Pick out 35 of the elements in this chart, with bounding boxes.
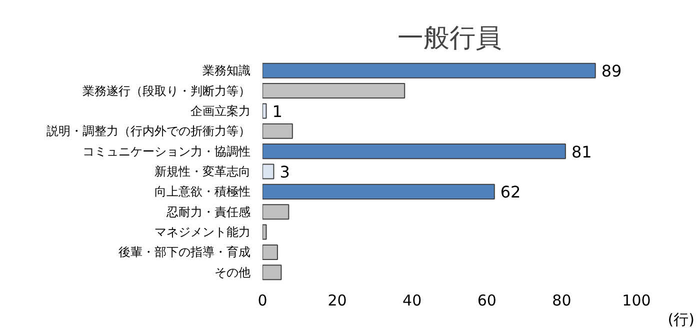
y-tick-label: 忍耐力・責任感 [166, 204, 250, 219]
bar [262, 164, 274, 180]
y-tick-label: コミュニケーション力・協調性 [82, 144, 250, 158]
bar [262, 123, 293, 139]
data-label: 62 [500, 182, 521, 202]
x-tick-label: 20 [328, 292, 347, 310]
data-label: 81 [571, 142, 592, 162]
y-tick-label: その他 [214, 265, 250, 280]
y-tick-label: 企画立案力 [190, 104, 250, 118]
data-label: 3 [280, 162, 290, 182]
y-tick-label: 業務遂行（段取り・判断力等） [82, 84, 250, 98]
y-tick-label: 新規性・変革志向 [154, 164, 250, 178]
bar [262, 144, 566, 160]
chart-title: 一般行員 [398, 24, 502, 54]
x-tick-label: 80 [552, 292, 572, 310]
x-tick-label: 0 [258, 292, 268, 310]
data-label: 89 [601, 62, 622, 81]
x-axis-title: (行) [668, 310, 695, 328]
bar [262, 103, 267, 119]
y-tick-label: 向上意欲・積極性 [154, 184, 250, 199]
x-tick-label: 100 [622, 292, 651, 310]
x-tick-label: 40 [402, 292, 422, 310]
y-tick-label: 説明・調整力（行内外での折衝力等） [46, 124, 250, 138]
data-label: 1 [272, 102, 282, 121]
y-tick-label: 業務知識 [202, 64, 250, 78]
x-tick-label: 60 [477, 292, 496, 310]
bar [262, 244, 278, 260]
bar [262, 204, 290, 220]
y-tick-label: 後輩・部下の指導・育成 [118, 245, 250, 260]
bar [262, 83, 406, 99]
bar [262, 62, 596, 78]
bar [262, 264, 282, 280]
bar [262, 224, 267, 240]
bar [262, 184, 495, 200]
y-tick-label: マネジメント能力 [154, 225, 250, 240]
